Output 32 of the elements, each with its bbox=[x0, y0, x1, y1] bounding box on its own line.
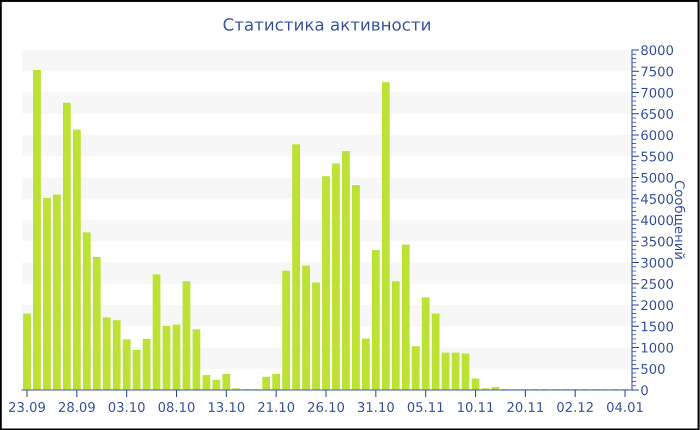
y-tick-label: 2500 bbox=[641, 278, 674, 289]
x-tick-label: 28.09 bbox=[58, 402, 95, 412]
x-tick-label: 02.12 bbox=[557, 402, 593, 412]
x-tick-label: 03.10 bbox=[108, 402, 145, 412]
x-tick-label: 05.11 bbox=[408, 402, 444, 412]
x-tick-label: 20.11 bbox=[507, 402, 544, 412]
y-tick-label: 1000 bbox=[642, 342, 674, 353]
x-tick-label: 23.09 bbox=[9, 402, 45, 412]
y-tick-label: 500 bbox=[641, 364, 665, 374]
y-tick-label: 3000 bbox=[641, 258, 674, 268]
y-tick-label: 6500 bbox=[641, 108, 674, 119]
x-tick-label: 13.10 bbox=[208, 402, 244, 412]
y-axis-title: Сообщений bbox=[673, 180, 686, 259]
y-tick-label: 5500 bbox=[641, 151, 674, 162]
y-tick-label: 4500 bbox=[640, 194, 674, 204]
x-tick-label: 31.10 bbox=[358, 402, 394, 412]
y-tick-label: 6000 bbox=[641, 130, 674, 140]
y-tick-label: 7500 bbox=[641, 66, 674, 76]
y-tick-label: 7000 bbox=[641, 88, 674, 98]
x-tick-label: 21.10 bbox=[258, 402, 294, 412]
y-tick-label: 3500 bbox=[641, 236, 674, 246]
y-tick-label: 8000 bbox=[641, 45, 674, 56]
y-tick-label: 5000 bbox=[641, 172, 674, 183]
y-tick-label: 1500 bbox=[642, 321, 674, 332]
y-tick-label: 4000 bbox=[640, 215, 674, 226]
x-tick-label: 04.01 bbox=[607, 402, 643, 412]
y-tick-label: 0 bbox=[641, 385, 648, 396]
chart-title: Статистика активности bbox=[224, 18, 430, 31]
x-tick-label: 26.10 bbox=[308, 402, 344, 412]
y-tick-label: 2000 bbox=[641, 300, 674, 310]
x-tick-label: 08.10 bbox=[158, 402, 195, 412]
x-tick-label: 10.11 bbox=[458, 402, 494, 412]
